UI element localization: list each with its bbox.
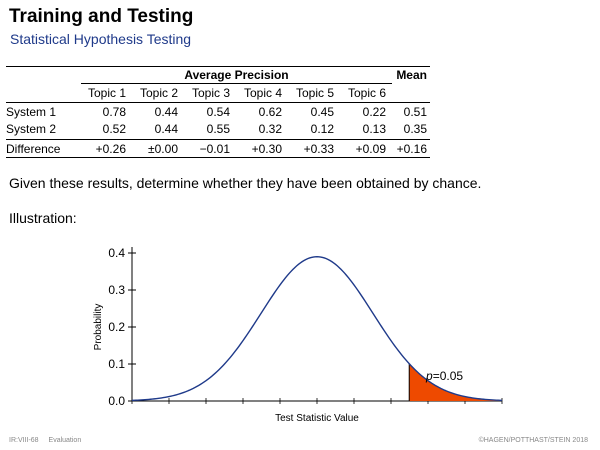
- illustration-label: Illustration:: [9, 210, 77, 226]
- row-label: Difference: [6, 142, 61, 156]
- header-rule: [6, 102, 430, 103]
- topic-header: Topic 2: [139, 86, 179, 100]
- table-cell: +0.33: [303, 142, 334, 156]
- topic-header: Topic 3: [191, 86, 231, 100]
- mean-cell: 0.51: [403, 105, 427, 119]
- table-cell: +0.09: [355, 142, 386, 156]
- table-cell: 0.78: [102, 105, 126, 119]
- y-tick-label: 0.0: [108, 394, 125, 408]
- table-bottom-rule: [6, 157, 430, 158]
- difference-rule: [6, 139, 430, 140]
- table-cell: 0.54: [206, 105, 230, 119]
- table-cell: 0.44: [154, 105, 178, 119]
- table-cell: +0.30: [251, 142, 282, 156]
- table-cell: 0.13: [362, 122, 386, 136]
- table-top-rule: [6, 66, 430, 67]
- table-cell: ±0.00: [148, 142, 178, 156]
- table-cell: 0.32: [258, 122, 282, 136]
- footer-section: Evaluation: [48, 437, 82, 444]
- mean-cell: +0.16: [396, 142, 427, 156]
- row-label: System 2: [6, 122, 57, 136]
- y-axis-label: Probability: [93, 304, 104, 351]
- table-cell: 0.22: [362, 105, 386, 119]
- slide-subtitle: Statistical Hypothesis Testing: [10, 31, 192, 47]
- table-cell: 0.44: [154, 122, 178, 136]
- table-cell: 0.12: [310, 122, 334, 136]
- topic-header: Topic 1: [87, 86, 127, 100]
- critical-region: [409, 363, 502, 401]
- y-tick-label: 0.3: [108, 283, 125, 297]
- x-axis-label: Test Statistic Value: [275, 413, 359, 424]
- table-cell: −0.01: [199, 142, 230, 156]
- slide-title: Training and Testing: [9, 6, 194, 27]
- footer-left: IR:VIII-68 Evaluation: [9, 437, 89, 444]
- average-precision-header: Average Precision: [184, 68, 289, 82]
- y-tick-label: 0.2: [108, 320, 125, 334]
- p-value: =0.05: [433, 369, 464, 383]
- table-cell: +0.26: [95, 142, 126, 156]
- p-symbol: p: [425, 369, 433, 383]
- mean-cell: 0.35: [403, 122, 427, 136]
- table-cell: 0.62: [258, 105, 282, 119]
- topic-header: Topic 6: [347, 86, 387, 100]
- table-cell: 0.52: [102, 122, 126, 136]
- y-tick-label: 0.1: [108, 357, 125, 371]
- question-text: Given these results, determine whether t…: [9, 175, 482, 191]
- density-curve: [131, 255, 503, 402]
- topic-header: Topic 4: [243, 86, 283, 100]
- mean-header: Mean: [396, 68, 427, 82]
- y-axis: 0.0 0.1 0.2 0.3 0.4: [108, 246, 136, 408]
- p-value-annotation: p=0.05: [425, 369, 463, 383]
- footer-copyright: ©HAGEN/POTTHAST/STEIN 2018: [478, 437, 588, 444]
- table-cell: 0.55: [206, 122, 230, 136]
- y-tick-label: 0.4: [108, 246, 125, 260]
- table-cell: 0.45: [310, 105, 334, 119]
- footer-page: IR:VIII-68: [9, 437, 39, 444]
- group-header-rule: [81, 83, 392, 84]
- row-label: System 1: [6, 105, 57, 119]
- topic-header: Topic 5: [295, 86, 335, 100]
- probability-distribution-chart: 0.0 0.1 0.2 0.3 0.4 Probability Test Statist…: [93, 246, 503, 424]
